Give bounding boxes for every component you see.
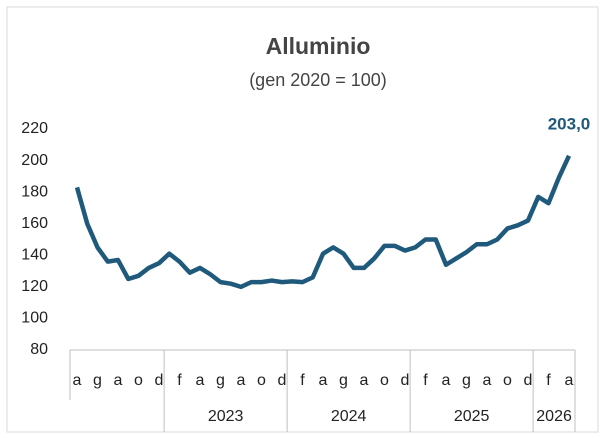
- x-tick-label: d: [155, 372, 164, 389]
- x-group-label: 2023: [208, 408, 244, 425]
- chart-title: Alluminio: [266, 33, 371, 59]
- x-tick-label: o: [257, 372, 266, 389]
- x-tick-label: o: [134, 372, 143, 389]
- x-tick-label: a: [196, 372, 205, 389]
- x-tick-label: f: [300, 372, 305, 389]
- y-tick-label: 220: [21, 120, 48, 137]
- y-tick-label: 160: [21, 215, 48, 232]
- line-series: [74, 154, 572, 290]
- x-tick-label: a: [442, 372, 451, 389]
- x-group-label: 2026: [536, 408, 572, 425]
- x-tick-label: f: [177, 372, 182, 389]
- chart-frame: [6, 6, 599, 433]
- y-tick-label: 180: [21, 183, 48, 200]
- x-tick-label: d: [401, 372, 410, 389]
- x-group-label: 2025: [454, 408, 490, 425]
- x-tick-label: g: [93, 372, 102, 389]
- x-tick-label: a: [360, 372, 369, 389]
- x-tick-label: d: [524, 372, 533, 389]
- data-label: 203,0: [548, 114, 591, 133]
- x-tick-label: a: [319, 372, 328, 389]
- x-tick-label: a: [114, 372, 123, 389]
- y-tick-label: 200: [21, 152, 48, 169]
- x-tick-label: o: [380, 372, 389, 389]
- x-tick-label: a: [237, 372, 246, 389]
- x-tick-label: d: [278, 372, 287, 389]
- x-tick-label: g: [462, 372, 471, 389]
- chart-subtitle: (gen 2020 = 100): [249, 70, 387, 90]
- y-tick-label: 100: [21, 310, 48, 327]
- y-tick-label: 120: [21, 278, 48, 295]
- y-tick-label: 140: [21, 247, 48, 264]
- x-tick-label: o: [503, 372, 512, 389]
- x-tick-label: a: [483, 372, 492, 389]
- x-tick-label: g: [339, 372, 348, 389]
- y-tick-label: 80: [30, 341, 48, 358]
- x-tick-label: f: [546, 372, 551, 389]
- x-tick-label: f: [423, 372, 428, 389]
- x-tick-label: a: [565, 372, 574, 389]
- x-tick-label: g: [216, 372, 225, 389]
- x-tick-label: a: [73, 372, 82, 389]
- x-group-label: 2024: [331, 408, 367, 425]
